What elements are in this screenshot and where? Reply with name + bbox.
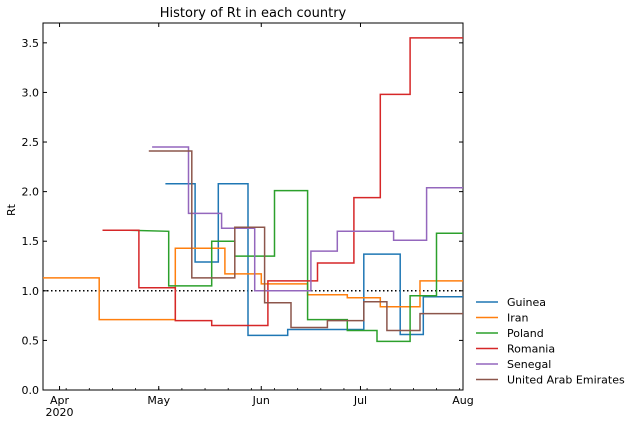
x-tick-label: Jun [252,394,270,407]
y-tick-label: 3.5 [22,37,40,50]
y-tick-label: 1.5 [22,235,40,248]
x-tick-label: Aug [452,394,473,407]
legend-label-senegal: Senegal [507,358,551,371]
x-tick-label: Jul [353,394,367,407]
legend: Guinea Iran Poland Romania Senegal United Ara… [476,296,625,387]
x-tick-label: May [147,394,170,407]
y-tick-label: 2.5 [22,136,40,149]
legend-label-romania: Romania [507,343,555,356]
x-tick-label: Apr [50,394,70,407]
y-tick-label: 3.0 [22,86,40,99]
legend-label-united-arab-emirates: United Arab Emirates [507,374,625,387]
legend-label-guinea: Guinea [507,296,546,309]
chart-title: History of Rt in each country [160,6,347,21]
x-tick-year-label: 2020 [46,406,74,419]
y-tick-label: 1.0 [22,285,40,298]
legend-label-poland: Poland [507,327,544,340]
y-tick-label: 0.0 [22,384,40,397]
plot-frame [42,22,464,391]
series-line-poland [128,189,463,343]
y-tick-label: 2.0 [22,186,40,199]
series-line-romania [102,37,463,327]
series-line-guinea [165,182,463,337]
legend-label-iran: Iran [507,312,529,325]
y-axis-label: Rt [5,203,18,216]
y-tick-label: 0.5 [22,334,40,347]
series-line-united-arab-emirates [148,150,463,332]
series-line-senegal [152,146,463,292]
plot-area: 0.0 0.5 1.0 1.5 2.0 2.5 3.0 3.5 Apr May Jun Jul Aug 2… [22,22,474,419]
